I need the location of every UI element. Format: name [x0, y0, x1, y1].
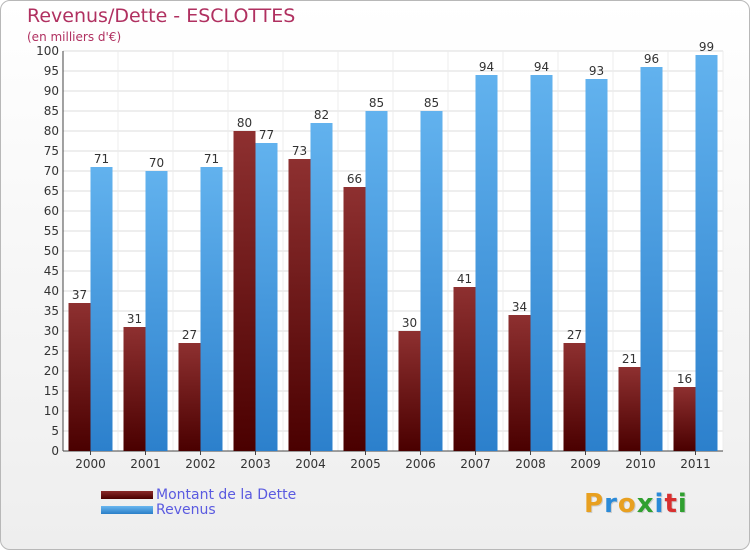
data-label-dette: 31 — [127, 312, 142, 326]
legend-label-revenus: Revenus — [156, 501, 216, 518]
y-tick-label: 0 — [51, 444, 59, 458]
data-label-dette: 41 — [457, 272, 472, 286]
y-tick-label: 80 — [44, 124, 59, 138]
legend-item-dette: Montant de la Dette — [101, 486, 297, 503]
bar-revenus — [530, 75, 553, 451]
x-tick-label: 2005 — [350, 457, 381, 471]
data-label-dette: 27 — [567, 328, 582, 342]
bar-dette — [123, 327, 146, 451]
data-label-revenus: 82 — [314, 108, 329, 122]
y-tick-label: 60 — [44, 204, 59, 218]
y-tick-label: 30 — [44, 324, 59, 338]
bar-revenus — [145, 171, 168, 451]
x-tick-label: 2010 — [625, 457, 656, 471]
data-label-revenus: 94 — [479, 60, 494, 74]
y-tick-label: 15 — [44, 384, 59, 398]
x-tick-label: 2007 — [460, 457, 491, 471]
data-label-revenus: 96 — [644, 52, 659, 66]
data-label-dette: 80 — [237, 116, 252, 130]
y-tick-label: 20 — [44, 364, 59, 378]
data-label-dette: 21 — [622, 352, 637, 366]
bar-revenus — [200, 167, 223, 451]
bar-revenus — [310, 123, 333, 451]
bar-dette — [68, 303, 91, 451]
y-tick-label: 40 — [44, 284, 59, 298]
data-label-dette: 34 — [512, 300, 527, 314]
bar-dette — [178, 343, 201, 451]
legend-label-dette: Montant de la Dette — [156, 486, 297, 503]
y-tick-label: 25 — [44, 344, 59, 358]
bar-revenus — [475, 75, 498, 451]
data-label-revenus: 99 — [699, 40, 714, 54]
chart-title: Revenus/Dette - ESCLOTTES — [27, 5, 296, 27]
x-tick-label: 2008 — [515, 457, 546, 471]
y-tick-label: 10 — [44, 404, 59, 418]
x-tick-label: 2000 — [75, 457, 106, 471]
y-tick-label: 50 — [44, 244, 59, 258]
bar-revenus — [420, 111, 443, 451]
x-tick-label: 2003 — [240, 457, 271, 471]
y-tick-label: 95 — [44, 64, 59, 78]
bar-dette — [453, 287, 476, 451]
x-tick-label: 2001 — [130, 457, 161, 471]
bar-dette — [343, 187, 366, 451]
data-label-dette: 27 — [182, 328, 197, 342]
x-tick-label: 2011 — [680, 457, 711, 471]
data-label-revenus: 71 — [204, 152, 219, 166]
bar-dette — [618, 367, 641, 451]
data-label-dette: 73 — [292, 144, 307, 158]
data-label-dette: 30 — [402, 316, 417, 330]
data-label-dette: 37 — [72, 288, 87, 302]
proxiti-logo: Proxiti — [584, 489, 688, 519]
y-tick-label: 90 — [44, 84, 59, 98]
chart-subtitle: (en milliers d'€) — [27, 30, 122, 44]
x-tick-label: 2009 — [570, 457, 601, 471]
bar-dette — [563, 343, 586, 451]
data-label-revenus: 71 — [94, 152, 109, 166]
data-label-dette: 66 — [347, 172, 362, 186]
bar-revenus — [695, 55, 718, 451]
y-tick-label: 100 — [36, 44, 59, 58]
data-label-revenus: 94 — [534, 60, 549, 74]
bar-dette — [398, 331, 421, 451]
legend-swatch-dette — [101, 490, 153, 499]
bar-revenus — [585, 79, 608, 451]
y-tick-label: 70 — [44, 164, 59, 178]
bar-dette — [673, 387, 696, 451]
data-label-revenus: 93 — [589, 64, 604, 78]
legend: Montant de la Dette Revenus — [101, 486, 297, 518]
data-label-revenus: 85 — [369, 96, 384, 110]
y-tick-label: 85 — [44, 104, 59, 118]
bar-revenus — [640, 67, 663, 451]
data-label-revenus: 85 — [424, 96, 439, 110]
bar-dette — [233, 131, 256, 451]
data-label-dette: 16 — [677, 372, 692, 386]
bar-revenus — [90, 167, 113, 451]
y-tick-label: 75 — [44, 144, 59, 158]
x-tick-label: 2002 — [185, 457, 216, 471]
legend-swatch-revenus — [101, 505, 153, 514]
legend-item-revenus: Revenus — [101, 501, 296, 518]
x-tick-label: 2004 — [295, 457, 326, 471]
data-label-revenus: 77 — [259, 128, 274, 142]
y-tick-label: 5 — [51, 424, 59, 438]
bar-dette — [288, 159, 311, 451]
bar-revenus — [365, 111, 388, 451]
y-tick-label: 65 — [44, 184, 59, 198]
x-tick-label: 2006 — [405, 457, 436, 471]
y-tick-label: 45 — [44, 264, 59, 278]
y-tick-label: 35 — [44, 304, 59, 318]
data-label-revenus: 70 — [149, 156, 164, 170]
y-tick-label: 55 — [44, 224, 59, 238]
bar-dette — [508, 315, 531, 451]
bar-revenus — [255, 143, 278, 451]
